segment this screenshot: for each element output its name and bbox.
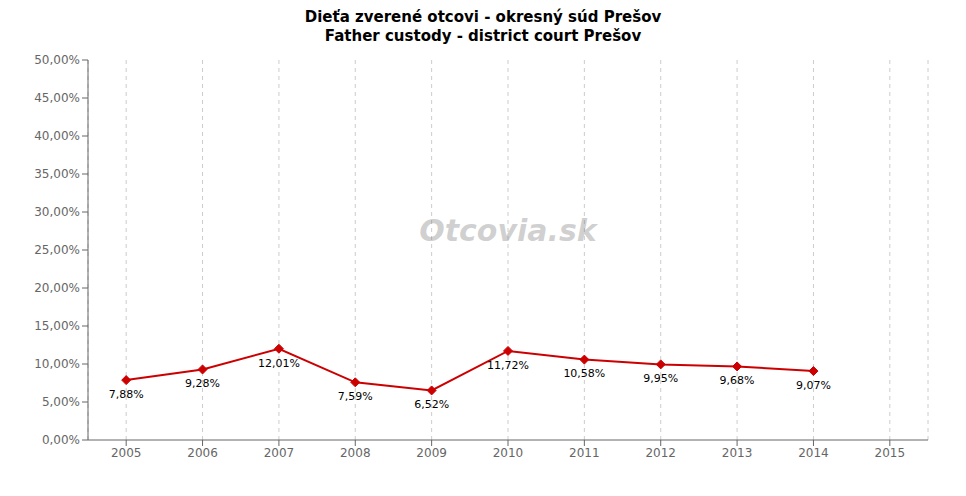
svg-text:2014: 2014	[798, 446, 829, 460]
svg-text:35,00%: 35,00%	[34, 167, 80, 181]
svg-text:9,07%: 9,07%	[796, 379, 831, 392]
svg-text:2013: 2013	[722, 446, 753, 460]
svg-text:7,59%: 7,59%	[338, 390, 373, 403]
svg-text:40,00%: 40,00%	[34, 129, 80, 143]
svg-text:2005: 2005	[111, 446, 142, 460]
svg-text:2009: 2009	[416, 446, 447, 460]
svg-text:2008: 2008	[340, 446, 371, 460]
svg-text:25,00%: 25,00%	[34, 243, 80, 257]
svg-text:20,00%: 20,00%	[34, 281, 80, 295]
svg-text:2006: 2006	[187, 446, 218, 460]
svg-text:10,00%: 10,00%	[34, 357, 80, 371]
svg-text:2007: 2007	[264, 446, 295, 460]
svg-text:10,58%: 10,58%	[563, 367, 605, 380]
svg-text:6,52%: 6,52%	[414, 398, 449, 411]
html-text:Father custody - district cour: Father custody - district court Prešov	[324, 27, 642, 45]
html-text:Dieťa zverené otcovi - okresný: Dieťa zverené otcovi - okresný súd Prešo…	[304, 8, 662, 26]
svg-text:2011: 2011	[569, 446, 600, 460]
svg-text:2010: 2010	[493, 446, 524, 460]
svg-text:45,00%: 45,00%	[34, 91, 80, 105]
svg-text:2015: 2015	[875, 446, 906, 460]
svg-text:5,00%: 5,00%	[42, 395, 80, 409]
svg-text:12,01%: 12,01%	[258, 357, 300, 370]
svg-text:9,95%: 9,95%	[643, 372, 678, 385]
html-text:Otcovia.sk: Otcovia.sk	[419, 213, 597, 249]
svg-text:9,68%: 9,68%	[720, 374, 755, 387]
svg-text:30,00%: 30,00%	[34, 205, 80, 219]
svg-text:11,72%: 11,72%	[487, 359, 529, 372]
svg-text:2012: 2012	[645, 446, 676, 460]
svg-text:7,88%: 7,88%	[109, 388, 144, 401]
svg-text:50,00%: 50,00%	[34, 53, 80, 67]
svg-text:9,28%: 9,28%	[185, 377, 220, 390]
svg-text:15,00%: 15,00%	[34, 319, 80, 333]
svg-text:0,00%: 0,00%	[42, 433, 80, 447]
